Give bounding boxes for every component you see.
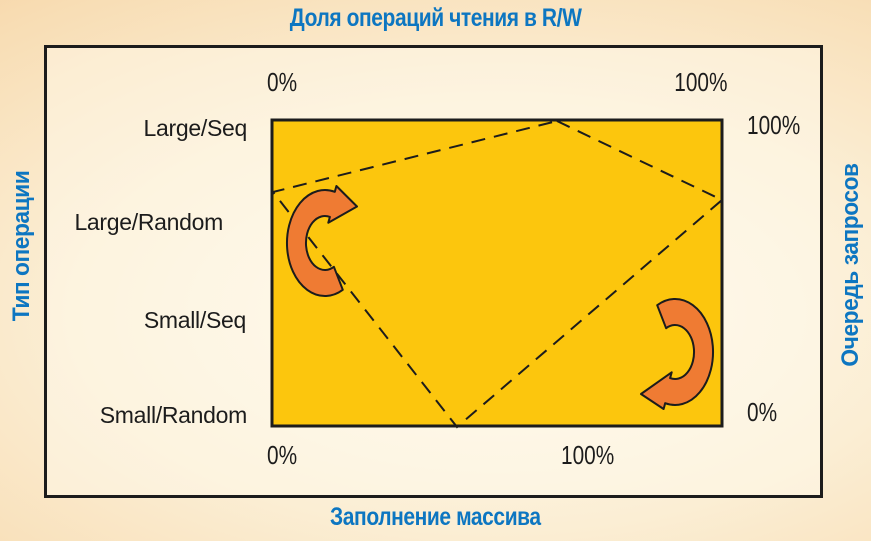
category-label-small-random: Small/Random: [99, 402, 248, 428]
right-axis-title: Очередь запросов: [837, 163, 864, 367]
bottom-axis-title-text: Заполнение массива: [330, 503, 541, 531]
dashed-boundary-diamond: [271, 119, 724, 429]
category-label-small-seq: Small/Seq: [143, 307, 246, 333]
rotate-clockwise-arrow-icon-left: [285, 185, 358, 297]
bottom-axis-max-label: 100%: [561, 440, 615, 470]
category-label-large-random: Large/Random: [74, 209, 223, 235]
top-axis-max-label: 100%: [673, 67, 727, 97]
left-axis-title: Тип операции: [8, 170, 35, 322]
performance-region: [270, 118, 724, 428]
right-axis-max-label: 100%: [747, 110, 801, 140]
bottom-axis-min-label: 0%: [267, 440, 298, 470]
top-axis-title-text: Доля операций чтения в R/W: [289, 4, 582, 32]
right-axis-min-label: 0%: [747, 397, 778, 427]
rotate-clockwise-arrow-icon-right: [640, 298, 715, 410]
top-axis-title: Доля операций чтения в R/W: [0, 4, 871, 33]
top-axis-min-label: 0%: [267, 67, 298, 97]
bottom-axis-title: Заполнение массива: [0, 503, 871, 532]
category-label-large-seq: Large/Seq: [143, 115, 248, 141]
